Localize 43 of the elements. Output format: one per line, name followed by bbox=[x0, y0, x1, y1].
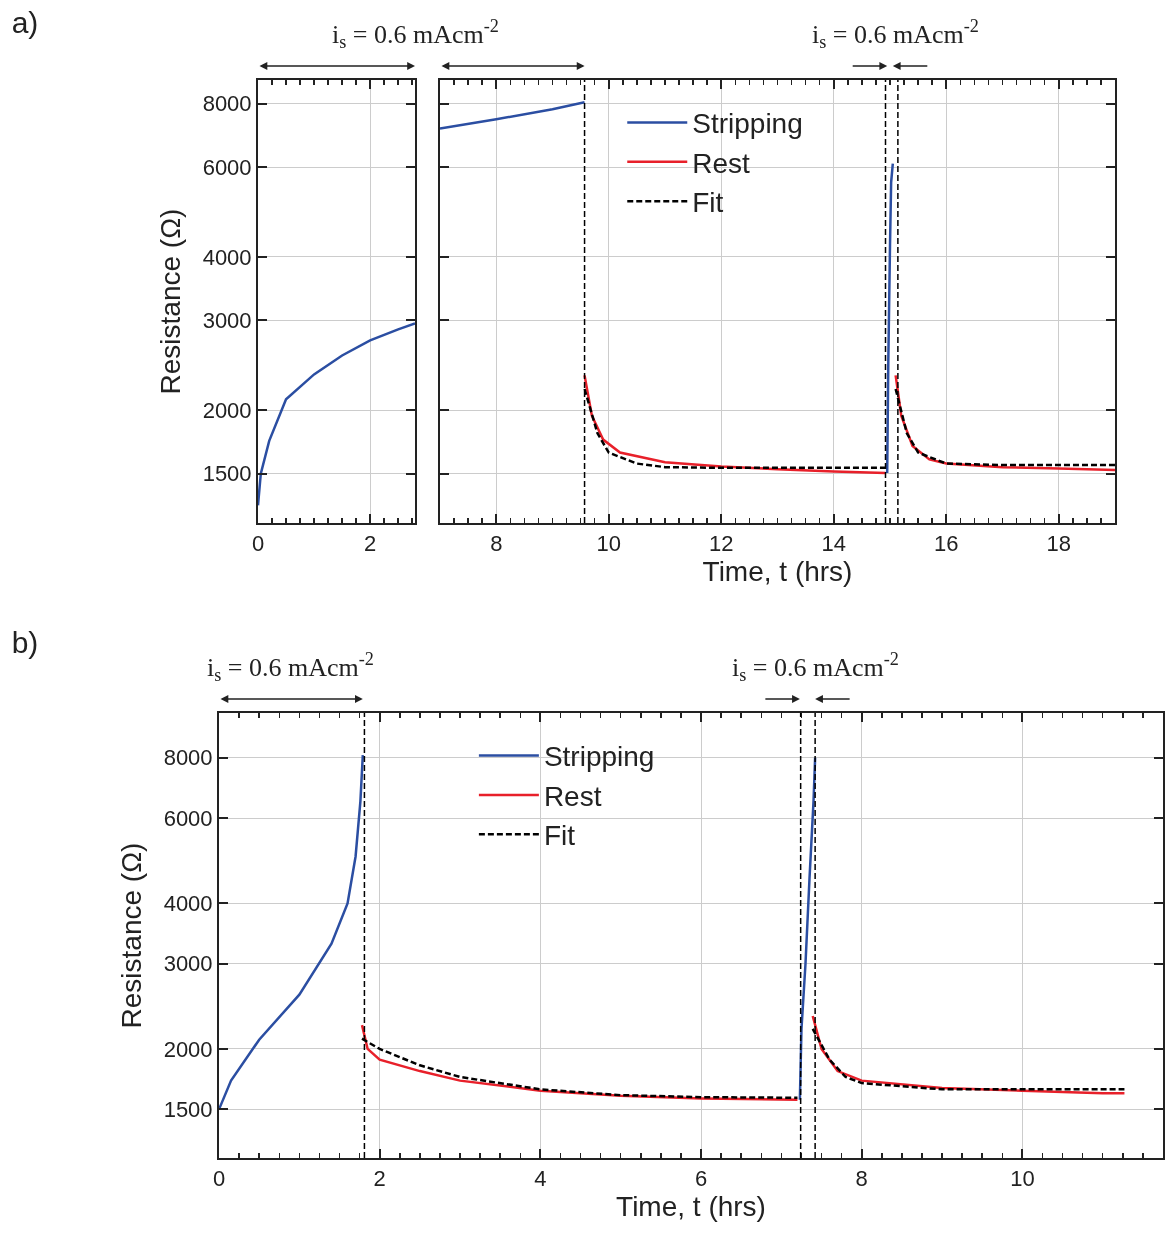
x-tick-label: 4 bbox=[534, 1166, 547, 1192]
x-tick-label: 16 bbox=[934, 531, 959, 557]
y-tick-label: 1500 bbox=[202, 461, 252, 487]
y-tick-label: 2000 bbox=[163, 1036, 213, 1062]
legend-label: Stripping bbox=[692, 108, 803, 140]
x-tick-label: 0 bbox=[212, 1166, 226, 1192]
chart-title: b) bbox=[11, 626, 39, 660]
y-tick-label: 6000 bbox=[202, 154, 252, 180]
legend-label: Stripping bbox=[543, 741, 655, 773]
legend-label: Fit bbox=[692, 187, 724, 219]
y-tick-label: 4000 bbox=[163, 891, 213, 917]
y-tick-label: 3000 bbox=[202, 308, 252, 334]
legend-label: Rest bbox=[692, 147, 751, 179]
y-tick-label: 4000 bbox=[202, 244, 252, 270]
y-tick-label: 2000 bbox=[202, 397, 252, 423]
y-tick-label: 8000 bbox=[202, 91, 252, 117]
x-tick-label: 8 bbox=[490, 531, 503, 557]
legend-label: Fit bbox=[543, 820, 576, 852]
x-axis-title: Time, t (hrs) bbox=[702, 556, 853, 588]
x-tick-label: 2 bbox=[373, 1166, 386, 1192]
text: i$_{s}$ = 0.6 mAcm$^{-2}$ bbox=[332, 16, 499, 53]
x-tick-label: 12 bbox=[709, 531, 734, 557]
text: i$_{s}$ = 0.6 mAcm$^{-2}$ bbox=[207, 649, 374, 686]
x-tick-label: 10 bbox=[1010, 1166, 1035, 1192]
chart-title: a) bbox=[11, 6, 39, 40]
x-axis-title: Time, t (hrs) bbox=[616, 1191, 766, 1223]
x-tick-label: 0 bbox=[251, 531, 265, 557]
legend-label: Rest bbox=[543, 780, 602, 812]
y-tick-label: 6000 bbox=[163, 805, 213, 831]
x-tick-label: 8 bbox=[855, 1166, 868, 1192]
x-tick-label: 10 bbox=[596, 531, 621, 557]
line-series bbox=[258, 322, 415, 507]
x-tick-label: 6 bbox=[694, 1166, 708, 1192]
y-axis-title: Resistance (Ω) bbox=[115, 842, 147, 1029]
x-tick-label: 18 bbox=[1046, 531, 1071, 557]
x-tick-label: 14 bbox=[821, 531, 846, 557]
x-tick-label: 2 bbox=[364, 531, 377, 557]
text: i$_{s}$ = 0.6 mAcm$^{-2}$ bbox=[732, 649, 899, 686]
y-tick-label: 8000 bbox=[163, 745, 213, 771]
text: i$_{s}$ = 0.6 mAcm$^{-2}$ bbox=[812, 16, 979, 53]
y-axis-title: Resistance (Ω) bbox=[154, 208, 186, 395]
y-tick-label: 3000 bbox=[163, 951, 213, 977]
y-tick-label: 1500 bbox=[163, 1097, 213, 1123]
